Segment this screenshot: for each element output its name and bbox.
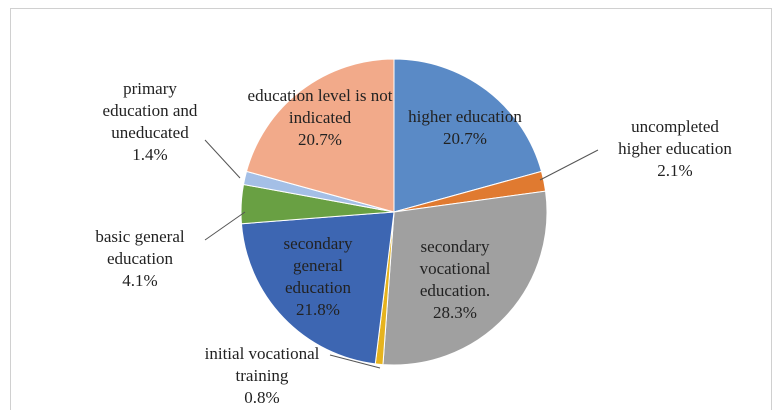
value-label: 21.8%	[296, 300, 340, 319]
value-label: 1.4%	[132, 145, 168, 164]
leader-line	[539, 149, 599, 181]
category-name: uncompleted higher education	[618, 117, 732, 158]
slice-label: secondary vocational education. 28.3%	[390, 236, 520, 324]
category-name: basic general education	[95, 227, 185, 268]
slice-label: primary education and uneducated 1.4%	[90, 78, 210, 166]
value-label: 2.1%	[657, 161, 693, 180]
value-label: 20.7%	[443, 129, 487, 148]
category-name: secondary general education	[283, 234, 353, 297]
category-name: education level is not indicated	[247, 86, 393, 127]
pie-slice	[240, 211, 395, 365]
value-label: 4.1%	[122, 271, 158, 290]
slice-label: higher education 20.7%	[390, 106, 540, 150]
slice-label: education level is not indicated 20.7%	[245, 85, 395, 151]
slice-label: secondary general education 21.8%	[263, 233, 373, 321]
category-name: higher education	[408, 107, 522, 126]
slice-label: initial vocational training 0.8%	[177, 343, 347, 409]
leader-line	[329, 354, 381, 369]
chart-frame	[10, 8, 772, 410]
leader-line	[204, 139, 241, 179]
value-label: 0.8%	[244, 388, 280, 407]
value-label: 28.3%	[433, 303, 477, 322]
slice-label: basic general education 4.1%	[70, 226, 210, 292]
leader-line	[204, 211, 246, 241]
category-name: secondary vocational education.	[419, 237, 491, 300]
pie-slice	[245, 58, 395, 213]
category-name: primary education and uneducated	[102, 79, 198, 142]
category-name: initial vocational training	[204, 344, 320, 385]
pie-slice	[393, 58, 543, 213]
pie-slice	[382, 190, 548, 366]
slice-label: uncompleted higher education 2.1%	[610, 116, 740, 182]
value-label: 20.7%	[298, 130, 342, 149]
